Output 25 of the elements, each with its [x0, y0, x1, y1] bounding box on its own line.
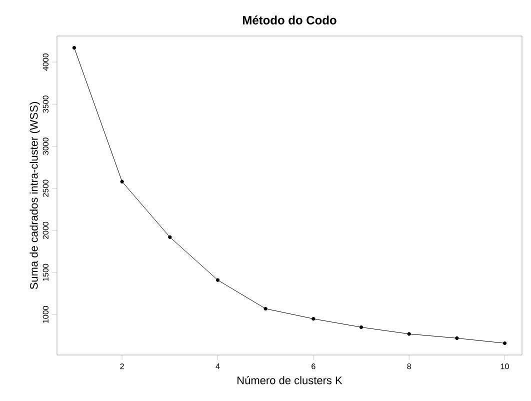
x-tick-label: 8 — [407, 364, 411, 370]
y-tick-label: 1000 — [42, 306, 48, 323]
y-tick-label: 3000 — [42, 138, 48, 155]
point — [455, 336, 459, 340]
point — [216, 278, 220, 282]
point — [168, 235, 172, 239]
y-axis-title: Suma de cadrados intra-cluster (WSS) — [30, 102, 40, 290]
point — [264, 306, 268, 311]
x-tick-label: 4 — [216, 364, 220, 370]
y-tick-label: 3500 — [42, 96, 48, 113]
x-axis-title: Número de clusters K — [238, 376, 342, 384]
x-tick-label: 10 — [500, 364, 509, 370]
chart-title: Método do Codo — [242, 16, 336, 24]
point — [72, 46, 76, 50]
x-tick-label: 6 — [312, 364, 316, 370]
point — [312, 316, 316, 321]
y-tick-label: 4000 — [42, 54, 48, 71]
point — [120, 180, 124, 184]
x-tick-label: 2 — [120, 364, 124, 370]
point — [407, 332, 411, 336]
y-tick-label: 1500 — [42, 264, 48, 281]
point — [359, 325, 364, 330]
y-tick-label: 2000 — [42, 222, 48, 239]
y-tick-label: 2500 — [42, 180, 48, 197]
point — [502, 341, 507, 346]
